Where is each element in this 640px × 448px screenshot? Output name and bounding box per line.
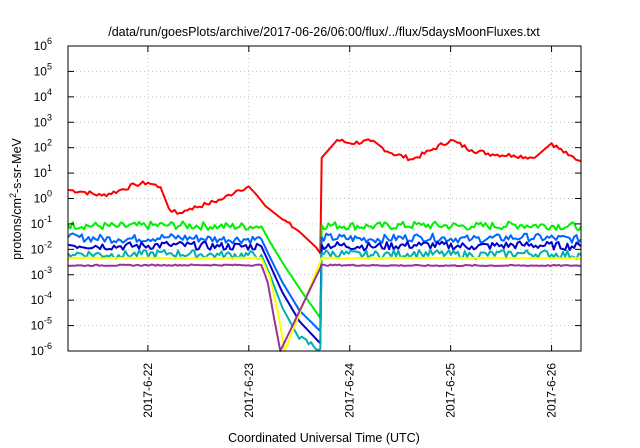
y-tick-exponent: 4: [47, 87, 52, 97]
y-tick-label: 10-6: [31, 341, 52, 358]
y-tick-exponent: -4: [44, 290, 52, 300]
y-tick-base: 10: [31, 242, 45, 256]
series-line: [67, 138, 582, 255]
grid: [68, 46, 581, 351]
series-line: [67, 240, 582, 345]
y-axis-label-exponent: 2: [8, 193, 18, 198]
y-tick-label: 100: [34, 189, 52, 206]
y-tick-label: 10-3: [31, 265, 52, 282]
series-line: [67, 256, 582, 352]
y-tick-exponent: -3: [44, 265, 52, 275]
y-tick-label: 103: [34, 112, 52, 129]
y-tick-base: 10: [34, 90, 48, 104]
y-tick-base: 10: [31, 344, 45, 358]
x-tick-label: 2017-6-25: [444, 363, 458, 418]
x-tick-label: 2017-6-22: [141, 363, 155, 418]
y-tick-label: 10-5: [31, 316, 52, 333]
y-tick-exponent: 3: [47, 112, 52, 122]
y-axis-label-unit: protons/cm: [10, 198, 24, 260]
y-tick-exponent: -1: [44, 214, 52, 224]
y-tick-label: 10-4: [31, 290, 52, 307]
y-tick-base: 10: [34, 115, 48, 129]
y-tick-base: 10: [31, 293, 45, 307]
y-tick-base: 10: [31, 319, 45, 333]
y-tick-base: 10: [34, 141, 48, 155]
series-line: [67, 263, 582, 352]
y-axis-label-rest: -s-sr-MeV: [10, 137, 24, 193]
y-tick-exponent: -2: [44, 239, 52, 249]
series-line: [67, 248, 582, 352]
y-tick-label: 102: [34, 138, 52, 155]
x-tick-label: 2017-6-23: [242, 363, 256, 418]
y-tick-base: 10: [34, 192, 48, 206]
y-tick-label: 106: [34, 36, 52, 53]
y-axis-label: protons/cm2-s-sr-MeV: [8, 137, 24, 259]
y-tick-label: 101: [34, 163, 52, 180]
y-tick-base: 10: [31, 268, 45, 282]
y-tick-exponent: 5: [47, 61, 52, 71]
series-group: [67, 138, 582, 352]
y-axis-ticks: 10-610-510-410-310-210-11001011021031041…: [31, 36, 581, 358]
y-tick-exponent: 1: [47, 163, 52, 173]
y-tick-exponent: -6: [44, 341, 52, 351]
y-tick-label: 104: [34, 87, 52, 104]
y-tick-label: 10-1: [31, 214, 52, 231]
y-tick-base: 10: [34, 64, 48, 78]
series-line: [67, 220, 582, 319]
y-tick-label: 105: [34, 61, 52, 78]
x-tick-label: 2017-6-24: [343, 363, 357, 418]
y-tick-exponent: 2: [47, 138, 52, 148]
y-tick-exponent: 6: [47, 36, 52, 46]
x-axis-ticks: 2017-6-22 2017-6-23 2017-6-24 2017-6-25 2017…: [141, 46, 559, 418]
y-tick-base: 10: [34, 166, 48, 180]
series-line: [67, 232, 582, 333]
x-tick-label: 2017-6-26: [545, 363, 559, 418]
chart-title: /data/run/goesPlots/archive/2017-06-26/0…: [108, 25, 540, 39]
y-tick-exponent: 0: [47, 189, 52, 199]
y-tick-base: 10: [31, 217, 45, 231]
y-tick-exponent: -5: [44, 316, 52, 326]
y-tick-label: 10-2: [31, 239, 52, 256]
x-axis-label: Coordinated Universal Time (UTC): [228, 431, 420, 445]
y-tick-base: 10: [34, 39, 48, 53]
